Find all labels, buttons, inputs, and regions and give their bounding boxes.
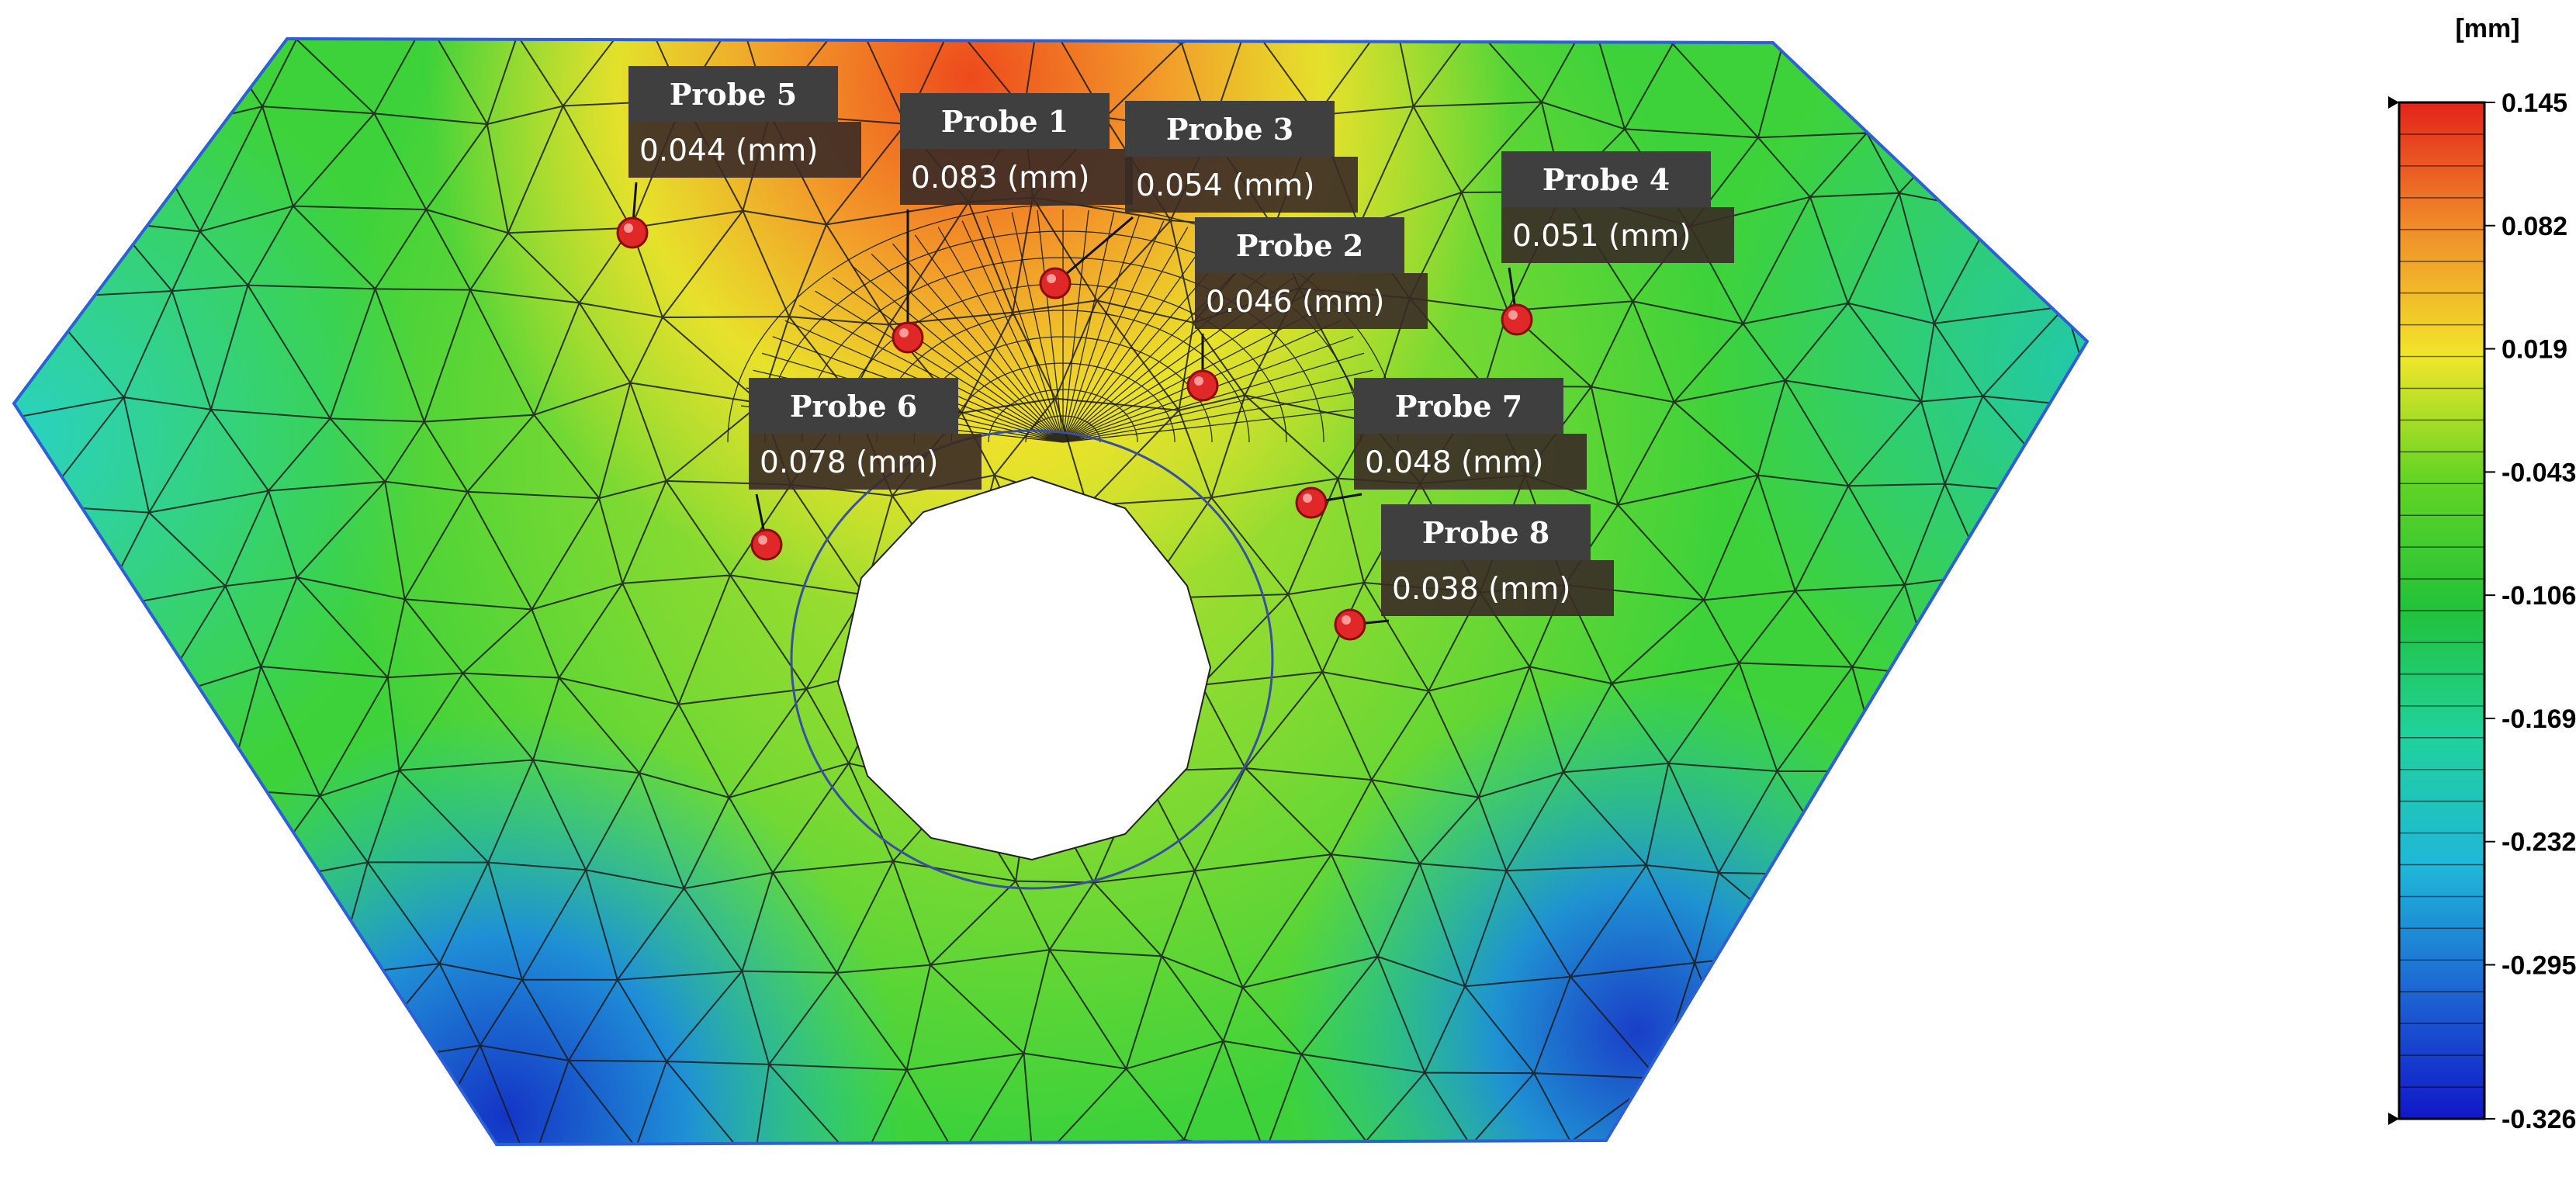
legend-tick-label: 0.019	[2502, 335, 2567, 365]
center-hole	[836, 476, 1212, 861]
color-legend: [mm] 0.145 0.082 0.019 -0.043 -0.106 -0.169 -0…	[2388, 14, 2576, 1134]
probe-7[interactable]: Probe 7 0.048 (mm)	[1295, 378, 1587, 519]
probe-point-icon[interactable]	[750, 528, 783, 561]
probe-point-highlight	[758, 535, 767, 545]
original-hole-outline	[790, 429, 1274, 890]
legend-tick-label: -0.295	[2502, 951, 2576, 981]
probe-title: Probe 5	[670, 77, 797, 112]
probe-title: Probe 2	[1236, 228, 1363, 263]
probe-value-box	[1501, 207, 1734, 263]
probe-title: Probe 1	[941, 104, 1068, 139]
probe-point-highlight	[1303, 493, 1312, 503]
probe-value: 0.038 (mm)	[1392, 572, 1570, 607]
legend-tick-label: -0.043	[2502, 458, 2576, 487]
legend-tick-label: -0.326	[2502, 1105, 2576, 1134]
probe-value: 0.051 (mm)	[1512, 219, 1691, 254]
probe-value: 0.046 (mm)	[1206, 285, 1384, 320]
probe-6[interactable]: Probe 6 0.078 (mm)	[749, 378, 982, 561]
probe-title-box	[900, 93, 1110, 149]
probe-2[interactable]: Probe 2 0.046 (mm)	[1186, 217, 1428, 402]
probe-point-icon[interactable]	[1501, 303, 1533, 336]
probe-value: 0.054 (mm)	[1136, 168, 1314, 203]
probe-value: 0.083 (mm)	[911, 161, 1089, 196]
probe-value: 0.078 (mm)	[760, 445, 938, 480]
probe-title: Probe 8	[1422, 515, 1549, 550]
probe-value-box	[1354, 434, 1587, 490]
probe-title: Probe 3	[1166, 112, 1293, 147]
probe-title-box	[749, 378, 958, 434]
probe-point-highlight	[1342, 615, 1351, 625]
probe-value-box	[900, 149, 1133, 205]
probe-title-box	[1195, 217, 1404, 273]
legend-tick-label: 0.145	[2502, 88, 2567, 118]
probe-title: Probe 6	[790, 389, 917, 424]
probe-point-icon[interactable]	[616, 216, 649, 249]
probe-title-box	[1125, 101, 1335, 157]
legend-tick-label: -0.169	[2502, 704, 2576, 734]
probe-point-icon[interactable]	[1295, 486, 1328, 519]
probe-4[interactable]: Probe 4 0.051 (mm)	[1501, 151, 1734, 336]
probe-point-highlight	[1047, 274, 1056, 283]
probe-value-box	[749, 434, 982, 490]
legend-unit: [mm]	[2455, 14, 2519, 43]
probe-title-box	[1381, 504, 1591, 560]
probe-title: Probe 4	[1542, 162, 1670, 197]
probe-leader-line	[1054, 216, 1134, 285]
probe-title-box	[1501, 151, 1711, 207]
plate-outline	[12, 36, 2090, 1147]
probe-1[interactable]: Probe 1 0.083 (mm)	[892, 93, 1133, 354]
probe-point-highlight	[899, 328, 909, 338]
probe-title-box	[628, 66, 838, 122]
probe-point-icon[interactable]	[892, 321, 924, 354]
legend-bottom-marker	[2388, 1113, 2399, 1125]
legend-top-marker	[2388, 96, 2399, 109]
probe-value-box	[1125, 157, 1358, 213]
probe-value-box	[1381, 560, 1614, 616]
probe-point-icon[interactable]	[1186, 369, 1219, 402]
probe-value-box	[1195, 273, 1428, 329]
legend-tick-label: -0.106	[2502, 581, 2576, 611]
probe-title-box	[1354, 378, 1563, 434]
probe-value-box	[628, 122, 861, 178]
probe-point-highlight	[624, 223, 633, 233]
probe-value: 0.048 (mm)	[1365, 445, 1543, 480]
probe-point-icon[interactable]	[1039, 267, 1072, 299]
probe-8[interactable]: Probe 8 0.038 (mm)	[1334, 504, 1614, 641]
probe-value: 0.044 (mm)	[639, 133, 818, 168]
probe-3[interactable]: Probe 3 0.054 (mm)	[1039, 101, 1358, 299]
probe-layer: Probe 10.083 (mm)Probe 20.046 (mm)Probe …	[616, 66, 1734, 641]
legend-tick-label: 0.082	[2502, 212, 2567, 241]
probe-title: Probe 7	[1395, 389, 1522, 424]
probe-point-highlight	[1508, 310, 1518, 320]
probe-5[interactable]: Probe 5 0.044 (mm)	[616, 66, 861, 249]
probe-point-highlight	[1194, 376, 1203, 386]
legend-tick-label: -0.232	[2502, 828, 2576, 857]
probe-point-icon[interactable]	[1334, 608, 1366, 641]
